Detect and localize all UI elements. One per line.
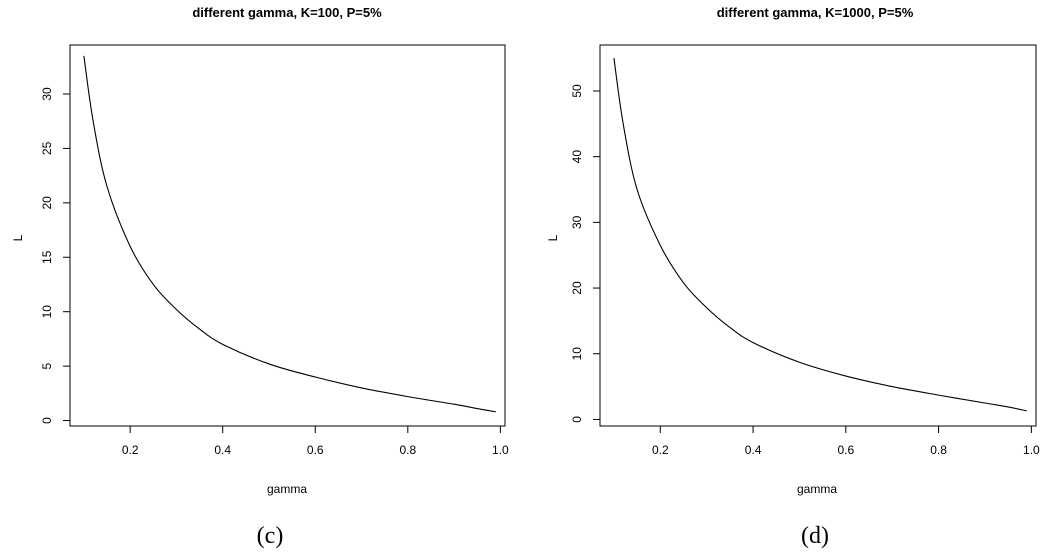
x-tick-label: 1.0 xyxy=(1023,443,1040,457)
x-tick-label: 0.4 xyxy=(214,443,231,457)
y-tick-label: 0 xyxy=(570,416,584,423)
y-tick-label: 10 xyxy=(40,305,54,319)
chart-panel-c: different gamma, K=100, P=5% gamma L 0.2… xyxy=(11,5,509,549)
x-tick-label: 0.8 xyxy=(930,443,947,457)
plot-frame xyxy=(69,44,506,427)
x-tick-label: 0.4 xyxy=(745,443,762,457)
y-axis-ticks: 0 5 10 15 20 25 30 xyxy=(40,87,70,424)
x-tick-label: 0.2 xyxy=(652,443,669,457)
y-tick-label: 20 xyxy=(570,281,584,295)
x-axis-ticks: 0.2 0.4 0.6 0.8 1.0 xyxy=(122,426,509,457)
y-tick-label: 30 xyxy=(40,87,54,101)
y-tick-label: 40 xyxy=(570,150,584,164)
y-tick-label: 30 xyxy=(570,215,584,229)
panel-caption: (d) xyxy=(801,523,829,549)
chart-title: different gamma, K=100, P=5% xyxy=(192,5,382,20)
y-axis-label: L xyxy=(11,234,25,241)
y-tick-label: 50 xyxy=(570,84,584,98)
series-group xyxy=(83,55,496,413)
y-tick-label: 0 xyxy=(40,417,54,424)
x-axis-label: gamma xyxy=(797,482,837,496)
x-axis-ticks: 0.2 0.4 0.6 0.8 1.0 xyxy=(652,426,1040,457)
chart-panel-d: different gamma, K=1000, P=5% gamma L 0.… xyxy=(546,5,1040,549)
x-tick-label: 0.2 xyxy=(122,443,139,457)
series-line xyxy=(613,58,1027,412)
panel-caption: (c) xyxy=(257,523,284,549)
x-tick-label: 0.6 xyxy=(837,443,854,457)
y-tick-label: 5 xyxy=(40,362,54,369)
plot-frame xyxy=(599,44,1037,427)
y-axis-label: L xyxy=(546,234,560,241)
y-tick-label: 10 xyxy=(570,347,584,361)
y-axis-ticks: 0 10 20 30 40 50 xyxy=(570,84,600,423)
x-tick-label: 1.0 xyxy=(492,443,509,457)
y-tick-label: 25 xyxy=(40,141,54,155)
x-axis-label: gamma xyxy=(267,482,307,496)
y-tick-label: 20 xyxy=(40,196,54,210)
chart-title: different gamma, K=1000, P=5% xyxy=(717,5,914,20)
x-tick-label: 0.8 xyxy=(399,443,416,457)
x-tick-label: 0.6 xyxy=(307,443,324,457)
series-line xyxy=(83,55,496,413)
series-group xyxy=(613,58,1027,412)
y-tick-label: 15 xyxy=(40,250,54,264)
